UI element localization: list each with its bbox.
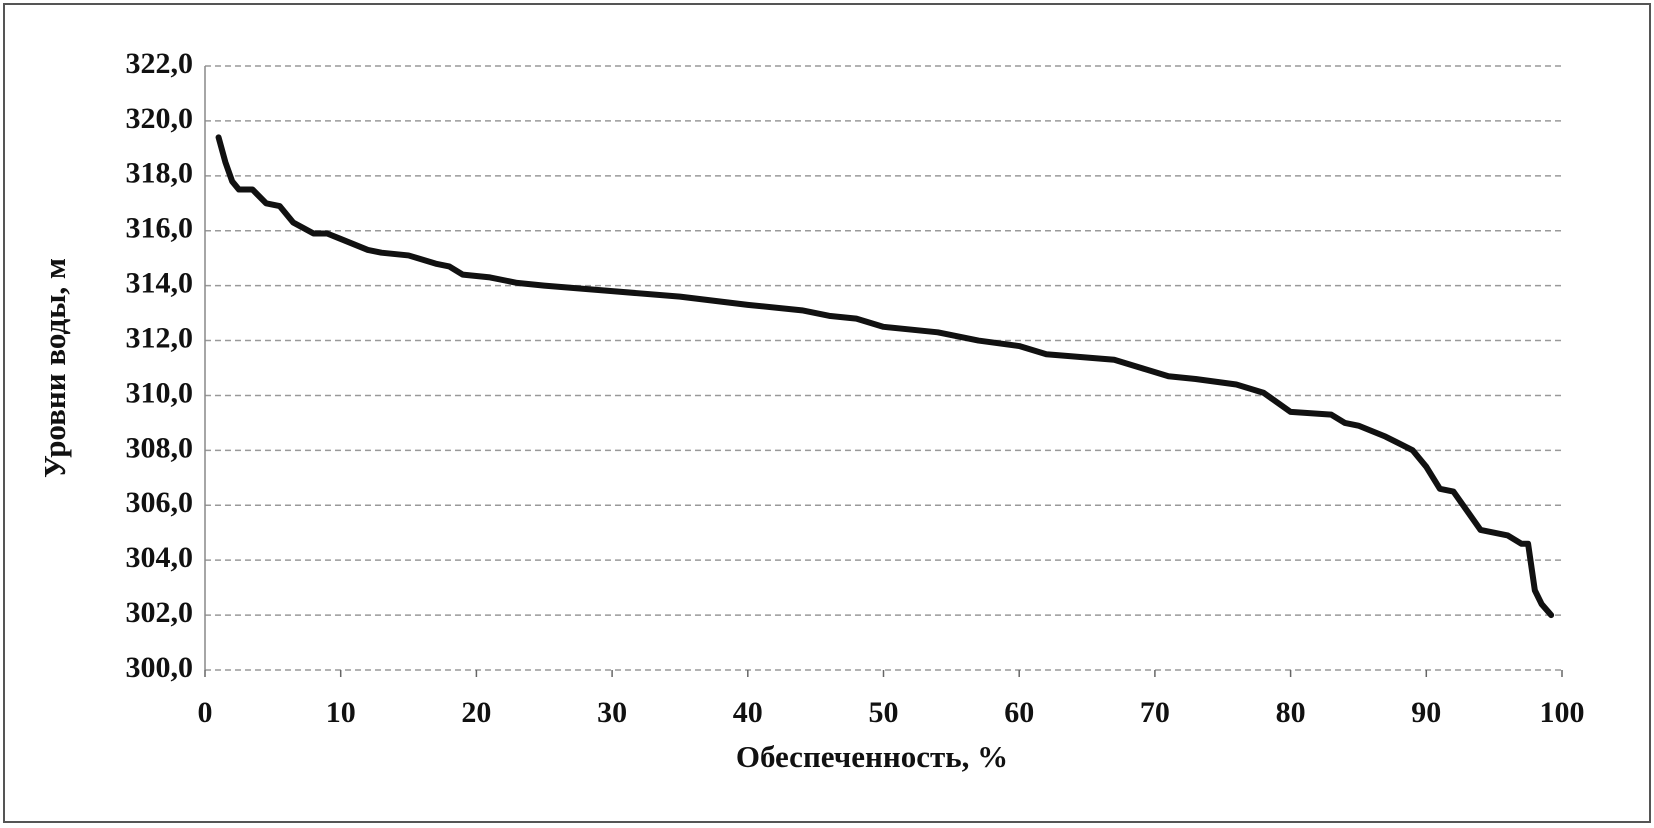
x-tick-label: 70 [1140, 696, 1170, 729]
y-tick-label: 322,0 [126, 47, 194, 80]
data-line [215, 134, 1555, 619]
x-axis-title: Обеспеченность, % [736, 739, 1008, 774]
y-tick-label: 304,0 [126, 541, 194, 574]
y-tick-label: 310,0 [126, 376, 194, 409]
chart-border [3, 3, 1651, 823]
x-tick-label: 20 [461, 696, 491, 729]
y-tick-label: 302,0 [126, 596, 194, 629]
x-tick-label: 90 [1411, 696, 1441, 729]
x-tick-label: 0 [198, 696, 213, 729]
y-tick-label: 316,0 [126, 212, 194, 245]
y-tick-label: 312,0 [126, 321, 194, 354]
y-tick-label: 308,0 [126, 431, 194, 464]
x-tick-label: 30 [597, 696, 627, 729]
x-tick-label: 80 [1276, 696, 1306, 729]
y-tick-label: 318,0 [126, 157, 194, 190]
x-tick-label: 50 [869, 696, 899, 729]
y-tick-label: 300,0 [126, 651, 194, 684]
x-tick-label: 100 [1540, 696, 1585, 729]
x-tick-label: 40 [733, 696, 763, 729]
y-tick-label: 314,0 [126, 267, 194, 300]
y-axis-title: Уровни воды, м [37, 258, 72, 478]
y-tick-label: 320,0 [126, 102, 194, 135]
x-tick-label: 10 [326, 696, 356, 729]
x-tick-label: 60 [1004, 696, 1034, 729]
y-tick-label: 306,0 [126, 486, 194, 519]
